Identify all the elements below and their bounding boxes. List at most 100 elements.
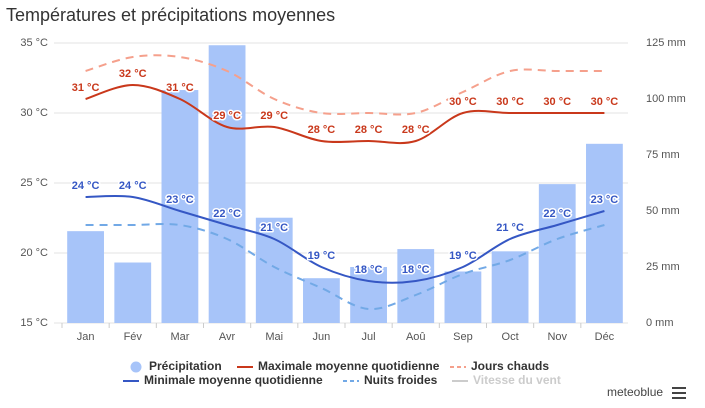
data-label: 22 °C bbox=[213, 208, 241, 220]
data-label: 18 °C bbox=[402, 264, 430, 276]
data-label: 22 °C bbox=[543, 208, 571, 220]
data-label-halo: 28 °C bbox=[355, 124, 383, 136]
data-label-halo: 21 °C bbox=[496, 222, 524, 234]
data-label: 18 °C bbox=[355, 264, 383, 276]
y-tick-label: 20 °C bbox=[20, 247, 48, 259]
data-label: 30 °C bbox=[496, 96, 524, 108]
data-label-halo: 21 °C bbox=[260, 222, 288, 234]
legend-item[interactable]: Nuits froides bbox=[343, 373, 438, 387]
y2-tick-label: 25 mm bbox=[646, 261, 680, 273]
data-label: 19 °C bbox=[449, 250, 477, 262]
data-label: 30 °C bbox=[449, 96, 477, 108]
data-label-halo: 23 °C bbox=[166, 194, 194, 206]
bar bbox=[538, 184, 576, 323]
data-label: 32 °C bbox=[119, 68, 147, 80]
y-tick-label: 15 °C bbox=[20, 317, 48, 329]
legend-item[interactable]: Minimale moyenne quotidienne bbox=[123, 373, 323, 387]
y-tick-label: 35 °C bbox=[20, 37, 48, 49]
data-label-halo: 19 °C bbox=[449, 250, 477, 262]
x-tick-label: Déc bbox=[595, 331, 615, 343]
bar bbox=[397, 249, 435, 323]
x-tick-label: Oct bbox=[502, 331, 519, 343]
data-label: 29 °C bbox=[213, 110, 241, 122]
menu-icon[interactable] bbox=[672, 387, 686, 399]
data-label-halo: 31 °C bbox=[72, 82, 100, 94]
data-label-halo: 23 °C bbox=[591, 194, 619, 206]
data-label: 24 °C bbox=[119, 180, 147, 192]
x-tick-label: Jun bbox=[313, 331, 331, 343]
x-tick-label: Mar bbox=[170, 331, 189, 343]
data-label-halo: 30 °C bbox=[543, 96, 571, 108]
data-label: 28 °C bbox=[355, 124, 383, 136]
data-label-halo: 22 °C bbox=[213, 208, 241, 220]
data-label-halo: 30 °C bbox=[591, 96, 619, 108]
data-label: 23 °C bbox=[591, 194, 619, 206]
data-label: 30 °C bbox=[543, 96, 571, 108]
chart-title: Températures et précipitations moyennes bbox=[6, 5, 335, 25]
menu-bar[interactable] bbox=[672, 392, 686, 394]
legend-item[interactable]: Précipitation bbox=[130, 359, 222, 373]
data-label: 30 °C bbox=[591, 96, 619, 108]
x-tick-label: Fév bbox=[124, 331, 143, 343]
data-label-halo: 29 °C bbox=[213, 110, 241, 122]
legend-label: Précipitation bbox=[149, 359, 222, 373]
data-label-halo: 24 °C bbox=[119, 180, 147, 192]
y2-tick-label: 0 mm bbox=[646, 317, 674, 329]
bar bbox=[303, 278, 340, 323]
x-tick-label: Nov bbox=[547, 331, 567, 343]
x-tick-label: Aoû bbox=[406, 331, 426, 343]
legend-item[interactable]: Maximale moyenne quotidienne bbox=[237, 359, 440, 373]
legend-label: Vitesse du vent bbox=[473, 373, 561, 387]
data-label-halo: 30 °C bbox=[496, 96, 524, 108]
legend-label: Jours chauds bbox=[471, 359, 549, 373]
data-label-halo: 24 °C bbox=[72, 180, 100, 192]
data-label: 28 °C bbox=[308, 124, 336, 136]
y2-tick-label: 75 mm bbox=[646, 149, 680, 161]
y-tick-label: 30 °C bbox=[20, 107, 48, 119]
x-tick-label: Avr bbox=[219, 331, 236, 343]
brand: meteoblue bbox=[607, 385, 663, 399]
menu-bar[interactable] bbox=[672, 387, 686, 389]
x-tick-label: Jan bbox=[77, 331, 95, 343]
bar bbox=[586, 143, 623, 323]
data-label-halo: 30 °C bbox=[449, 96, 477, 108]
x-tick-label: Mai bbox=[265, 331, 283, 343]
legend-marker[interactable] bbox=[130, 361, 142, 373]
legend-label: Nuits froides bbox=[364, 373, 438, 387]
legend-item[interactable]: Jours chauds bbox=[450, 359, 549, 373]
bar bbox=[350, 267, 387, 323]
y-tick-label: 25 °C bbox=[20, 177, 48, 189]
data-label-halo: 31 °C bbox=[166, 82, 194, 94]
data-label: 23 °C bbox=[166, 194, 194, 206]
data-label-halo: 22 °C bbox=[543, 208, 571, 220]
data-label-halo: 28 °C bbox=[402, 124, 430, 136]
data-label: 28 °C bbox=[402, 124, 430, 136]
data-label: 21 °C bbox=[496, 222, 524, 234]
bar bbox=[208, 45, 246, 324]
data-label: 21 °C bbox=[260, 222, 288, 234]
bar bbox=[491, 251, 529, 323]
legend-label: Minimale moyenne quotidienne bbox=[144, 373, 323, 387]
bar bbox=[444, 271, 482, 323]
menu-bar[interactable] bbox=[672, 397, 686, 399]
data-label-halo: 18 °C bbox=[355, 264, 383, 276]
x-tick-label: Sep bbox=[453, 331, 473, 343]
y2-tick-label: 50 mm bbox=[646, 205, 680, 217]
legend-item[interactable]: Vitesse du vent bbox=[452, 373, 561, 387]
data-label: 24 °C bbox=[72, 180, 100, 192]
y2-tick-label: 100 mm bbox=[646, 93, 686, 105]
data-label: 29 °C bbox=[260, 110, 288, 122]
bar bbox=[114, 262, 152, 323]
line bbox=[85, 222, 605, 311]
x-tick-label: Jul bbox=[362, 331, 376, 343]
data-label-halo: 29 °C bbox=[260, 110, 288, 122]
line bbox=[85, 83, 605, 145]
data-label-halo: 18 °C bbox=[402, 264, 430, 276]
data-label-halo: 32 °C bbox=[119, 68, 147, 80]
data-label: 31 °C bbox=[72, 82, 100, 94]
data-label: 19 °C bbox=[308, 250, 336, 262]
line bbox=[85, 194, 605, 284]
y2-tick-label: 125 mm bbox=[646, 37, 686, 49]
